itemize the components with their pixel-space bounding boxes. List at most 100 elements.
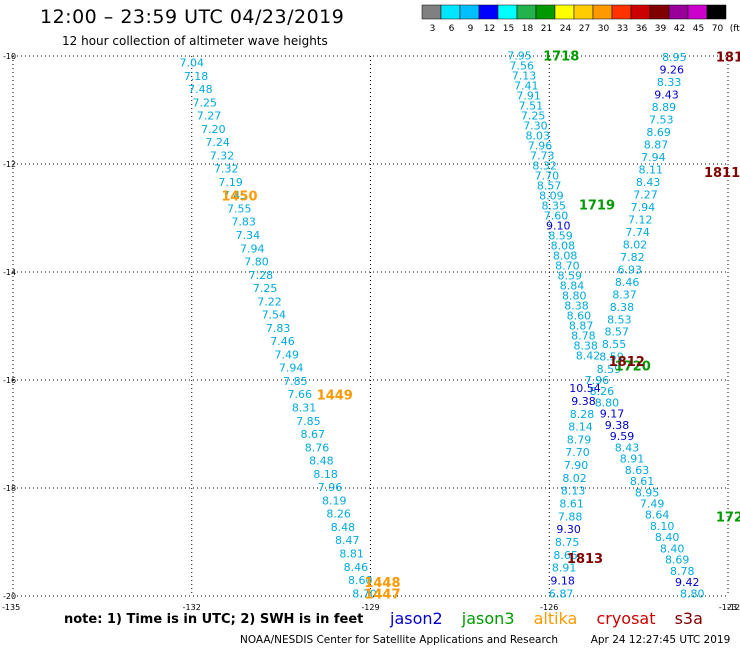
wave-height-label: 8.79 [567, 433, 592, 446]
wave-height-label: 8.38 [564, 300, 589, 313]
wave-height-label: 7.13 [512, 69, 537, 82]
colorbar-label: 42 [674, 24, 685, 34]
wave-height-label: 8.75 [555, 536, 580, 549]
x-tick-label: -12 [727, 603, 740, 612]
pass-time-label: 1811 [704, 166, 740, 181]
wave-height-label: 9.43 [654, 89, 679, 102]
axis-tick-labels: -10-12-14-16-18-20-135 -132 -129 -126 -123-1… [2, 52, 740, 612]
colorbar-swatch [592, 4, 613, 20]
page-title: 12:00 – 23:59 UTC 04/23/2019 [40, 6, 345, 28]
colorbar-label: 27 [579, 24, 590, 34]
colorbar-label: 33 [617, 24, 628, 34]
legend-altika: altika [533, 609, 578, 628]
wave-height-label: 8.43 [615, 441, 640, 454]
y-tick-label: -14 [3, 268, 16, 277]
wave-height-label: 7.19 [218, 176, 243, 189]
wave-height-label: 8.47 [335, 534, 360, 547]
wave-height-label: 8.57 [604, 326, 629, 339]
wave-height-label: 7.12 [628, 213, 653, 226]
wave-height-values: 7.047.187.487.257.277.207.247.327.327.19… [180, 49, 705, 600]
colorbar-label: 9 [468, 24, 474, 34]
legend-jason2: jason2 [390, 609, 443, 628]
wave-height-label: 7.18 [184, 70, 209, 83]
wave-height-label: 7.25 [521, 110, 546, 123]
colorbar-label: 45 [693, 24, 704, 34]
wave-height-label: 7.27 [633, 188, 658, 201]
pass-time-label: 1810 [716, 51, 740, 66]
colorbar-swatch [516, 4, 537, 20]
wave-height-label: 7.30 [523, 120, 548, 133]
x-tick-label: -129 [361, 603, 379, 612]
wave-height-label: 8.60 [348, 574, 373, 587]
wave-height-label: 7.56 [509, 59, 534, 72]
wave-height-label: 9.18 [550, 574, 575, 587]
wave-height-label: 8.76 [305, 441, 330, 454]
pass-time-label: 1812 [609, 355, 645, 370]
wave-height-label: 8.91 [552, 562, 577, 575]
wave-height-label: 8.87 [569, 320, 594, 333]
wave-height-label: 7.70 [535, 170, 560, 183]
colorbar-swatch [668, 4, 689, 20]
wave-height-label: 7.60 [544, 210, 569, 223]
wave-height-label: 7.34 [236, 229, 261, 242]
wave-height-label: 8.37 [612, 288, 637, 301]
wave-height-label: 8.02 [623, 238, 648, 251]
wave-height-label: 7.94 [631, 201, 656, 214]
wave-height-label: 7.45 [223, 189, 248, 202]
colorbar-swatch [706, 4, 727, 20]
wave-height-label: 7.90 [564, 459, 589, 472]
colorbar-swatch [554, 4, 575, 20]
wave-height-label: 9.10 [546, 220, 571, 233]
wave-height-label: 8.70 [555, 260, 580, 273]
wave-height-label: 7.94 [240, 242, 265, 255]
colorbar-swatch [630, 4, 651, 20]
wave-height-label: 8.69 [665, 554, 690, 567]
colorbar-swatch [649, 4, 670, 20]
wave-height-label: 7.51 [519, 100, 544, 113]
wave-height-label: 8.59 [557, 270, 582, 283]
wave-height-label: 7.80 [244, 256, 269, 269]
wave-height-label: 8.48 [309, 455, 334, 468]
wave-height-label: 8.70 [352, 587, 377, 600]
wave-height-label: 7.25 [253, 282, 278, 295]
wave-height-label: 7.32 [210, 149, 235, 162]
wave-height-label: 7.41 [514, 79, 539, 92]
colorbar-label: 36 [636, 24, 648, 34]
wave-height-label: 7.88 [558, 510, 583, 523]
colorbar-swatch [687, 4, 708, 20]
wave-height-label: 7.83 [231, 216, 256, 229]
wave-height-label: 8.69 [646, 126, 671, 139]
pass-time-label: 1719 [579, 199, 615, 214]
wave-height-label: 8.08 [553, 250, 578, 263]
wave-height-label: 9.17 [600, 408, 625, 421]
legend-s3a: s3a [674, 609, 703, 628]
colorbar-swatch [440, 4, 461, 20]
wave-height-label: 8.02 [562, 472, 587, 485]
wave-height-label: 8.19 [322, 494, 347, 507]
wave-height-label: 7.53 [649, 114, 674, 127]
wave-height-label: 7.04 [180, 56, 205, 69]
wave-height-label: 8.53 [607, 313, 632, 326]
colorbar-label: 30 [598, 24, 610, 34]
wave-height-label: 7.85 [283, 375, 308, 388]
y-tick-label: -10 [3, 52, 16, 61]
x-tick-label: -126 [540, 603, 558, 612]
wave-height-label: 7.27 [197, 110, 222, 123]
wave-height-label: 8.95 [635, 486, 660, 499]
colorbar-swatch [421, 4, 442, 20]
wave-height-label: 8.40 [655, 531, 680, 544]
wave-height-label: 8.63 [625, 464, 650, 477]
wave-height-label: 8.61 [559, 498, 584, 511]
colorbar-label: 24 [560, 24, 572, 34]
pass-time-label: 1447 [364, 587, 400, 602]
wave-height-label: 8.40 [660, 542, 685, 555]
y-tick-label: -12 [3, 160, 16, 169]
wave-height-label: 8.81 [339, 547, 364, 560]
wave-height-label: 7.94 [279, 362, 304, 375]
wave-height-label: 7.25 [192, 96, 217, 109]
colorbar-label: 70 [712, 24, 724, 34]
wave-height-label: 8.11 [639, 163, 664, 176]
wave-height-label: 7.32 [214, 163, 239, 176]
